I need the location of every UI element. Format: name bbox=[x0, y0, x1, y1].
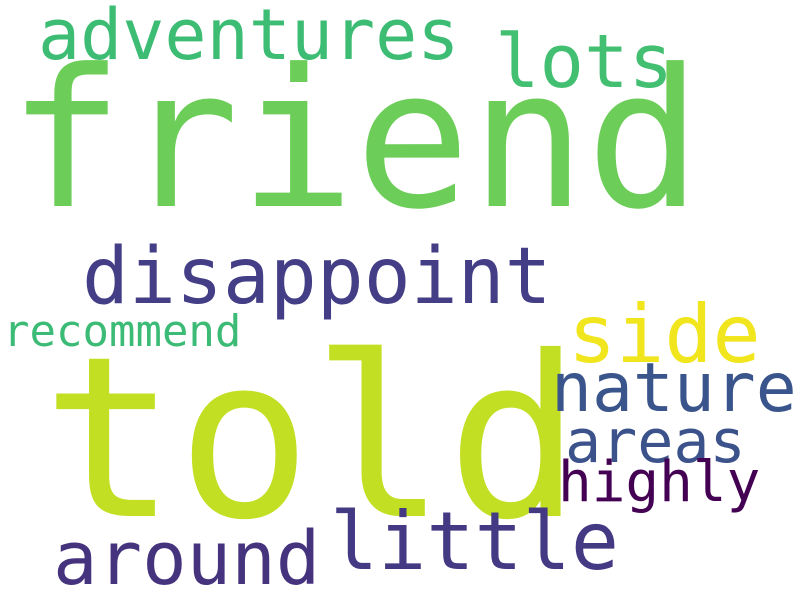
word-lots: lots bbox=[495, 19, 674, 105]
word-adventures: adventures bbox=[38, 0, 460, 76]
word-areas: areas bbox=[565, 407, 746, 477]
word-nature: nature bbox=[551, 349, 797, 428]
word-friend: friend bbox=[8, 29, 702, 252]
word-recommend: recommend bbox=[3, 306, 242, 357]
word-around: around bbox=[53, 516, 321, 600]
word-little: little bbox=[330, 495, 619, 588]
word-highly: highly bbox=[558, 450, 761, 515]
word-disappoint: disappoint bbox=[82, 232, 552, 322]
word-side: side bbox=[568, 288, 761, 381]
word-told: told bbox=[42, 308, 582, 569]
